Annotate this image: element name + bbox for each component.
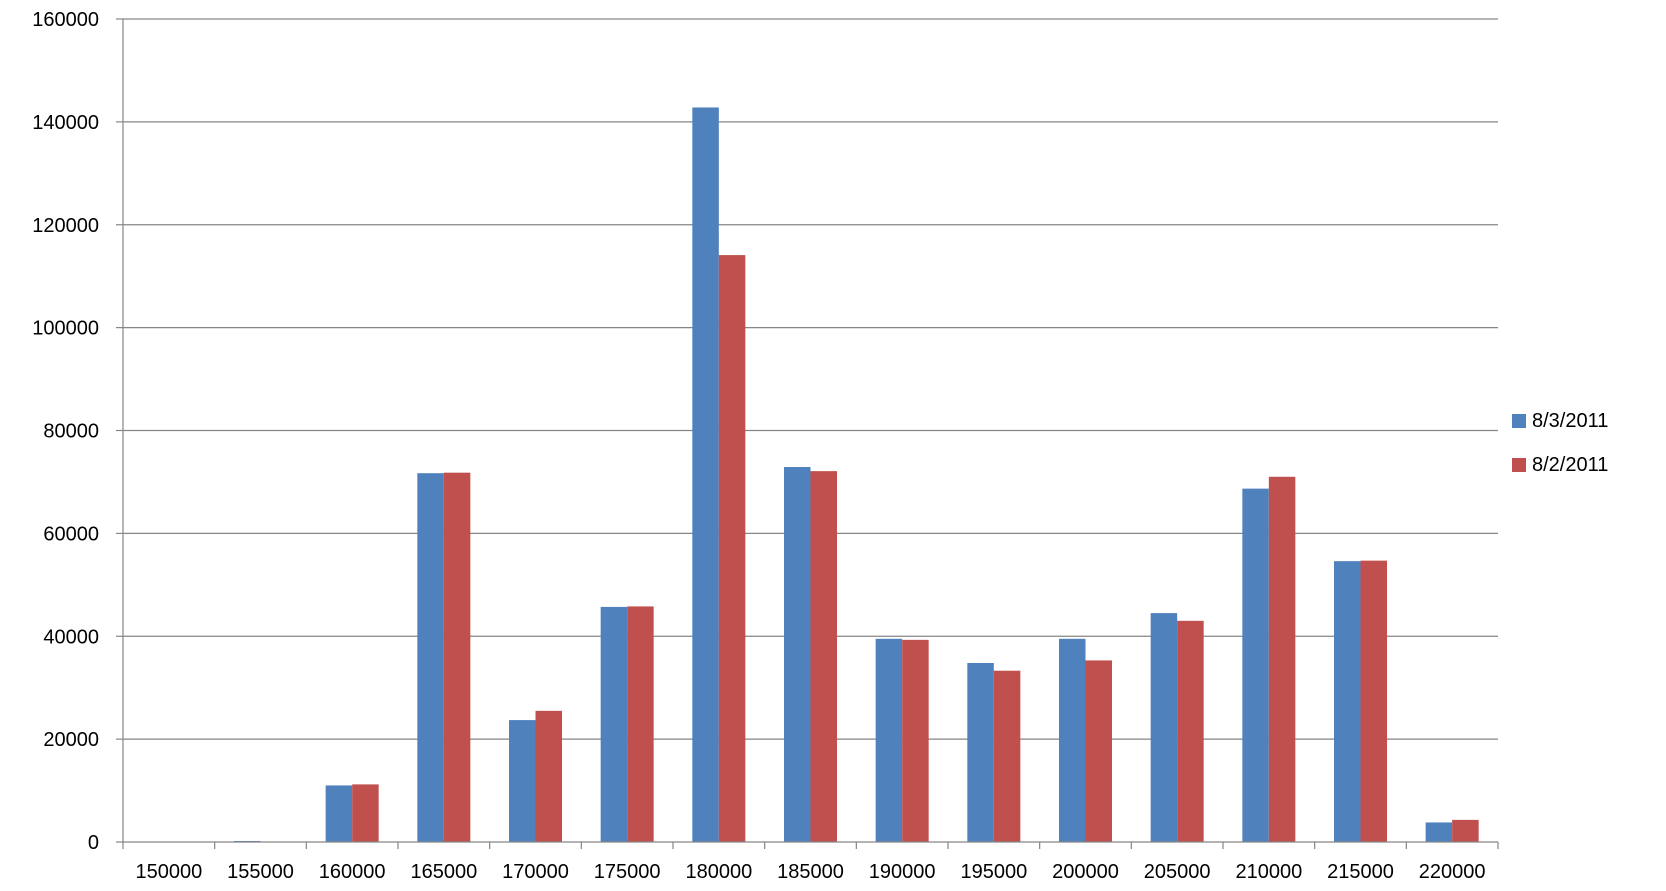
bar-series-2 bbox=[1085, 660, 1112, 842]
legend-swatch bbox=[1512, 414, 1526, 428]
bar-series-1 bbox=[1150, 613, 1178, 842]
x-tick-label: 185000 bbox=[777, 861, 844, 883]
x-tick-label: 180000 bbox=[685, 861, 752, 883]
legend-label: 8/2/2011 bbox=[1532, 454, 1608, 476]
bar-series-2 bbox=[627, 606, 654, 842]
legend-label: 8/3/2011 bbox=[1532, 410, 1608, 432]
bar-series-1 bbox=[1242, 488, 1269, 842]
bar-series-1 bbox=[600, 606, 628, 842]
y-tick-label: 60000 bbox=[43, 523, 99, 545]
axes bbox=[116, 18, 1499, 849]
bar-series-1 bbox=[1059, 638, 1086, 842]
bar-series-1 bbox=[784, 467, 811, 842]
y-tick-label: 40000 bbox=[43, 626, 99, 648]
x-tick-label: 190000 bbox=[869, 861, 936, 883]
legend: 8/3/2011 8/2/2011 bbox=[1512, 410, 1608, 476]
x-tick-label: 155000 bbox=[227, 861, 294, 883]
y-tick-label: 80000 bbox=[43, 421, 99, 443]
x-tick-label: 220000 bbox=[1419, 861, 1486, 883]
bar-series-2 bbox=[993, 670, 1021, 842]
x-tick-label: 150000 bbox=[135, 861, 202, 883]
bar-series-1 bbox=[509, 720, 536, 842]
bar-series-1 bbox=[325, 785, 353, 842]
y-tick-label: 0 bbox=[88, 832, 99, 854]
bar-series-2 bbox=[718, 255, 746, 842]
y-tick-label: 20000 bbox=[43, 729, 99, 751]
bar-series-1 bbox=[967, 662, 994, 842]
bar-series-1 bbox=[692, 107, 719, 842]
x-tick-label: 170000 bbox=[502, 861, 569, 883]
bar-series-2 bbox=[443, 472, 471, 842]
bar-series-2 bbox=[1360, 560, 1387, 842]
bar-series-1 bbox=[1425, 822, 1453, 842]
bar-series-2 bbox=[1452, 819, 1479, 842]
bar-series-2 bbox=[535, 710, 562, 842]
bar-series-1 bbox=[875, 638, 903, 842]
bar-series-2 bbox=[902, 639, 929, 842]
x-tick-label: 195000 bbox=[960, 861, 1027, 883]
bar-series-1 bbox=[1334, 561, 1361, 842]
x-tick-label: 210000 bbox=[1235, 861, 1302, 883]
x-tick-label: 160000 bbox=[319, 861, 386, 883]
x-tick-label: 215000 bbox=[1327, 861, 1394, 883]
x-tick-label: 200000 bbox=[1052, 861, 1119, 883]
y-tick-label: 100000 bbox=[32, 318, 99, 340]
y-tick-label: 160000 bbox=[32, 9, 99, 31]
legend-swatch bbox=[1512, 458, 1526, 472]
bar-series-2 bbox=[352, 784, 379, 842]
bar-series-2 bbox=[810, 471, 837, 842]
x-tick-label: 165000 bbox=[410, 861, 477, 883]
bar-series-2 bbox=[1177, 620, 1204, 842]
y-tick-label: 120000 bbox=[32, 215, 99, 237]
y-tick-label: 140000 bbox=[32, 112, 99, 134]
bars bbox=[234, 107, 1479, 842]
bar-series-1 bbox=[417, 473, 444, 842]
bar-series-2 bbox=[1268, 476, 1296, 842]
y-tick-labels: 0 20000 40000 60000 80000 100000 120000 140000 1… bbox=[32, 9, 99, 854]
x-tick-label: 175000 bbox=[594, 861, 661, 883]
x-tick-labels: 150000 155000 160000 165000 170000 175000 1800… bbox=[135, 861, 1485, 883]
x-tick-label: 205000 bbox=[1144, 861, 1211, 883]
